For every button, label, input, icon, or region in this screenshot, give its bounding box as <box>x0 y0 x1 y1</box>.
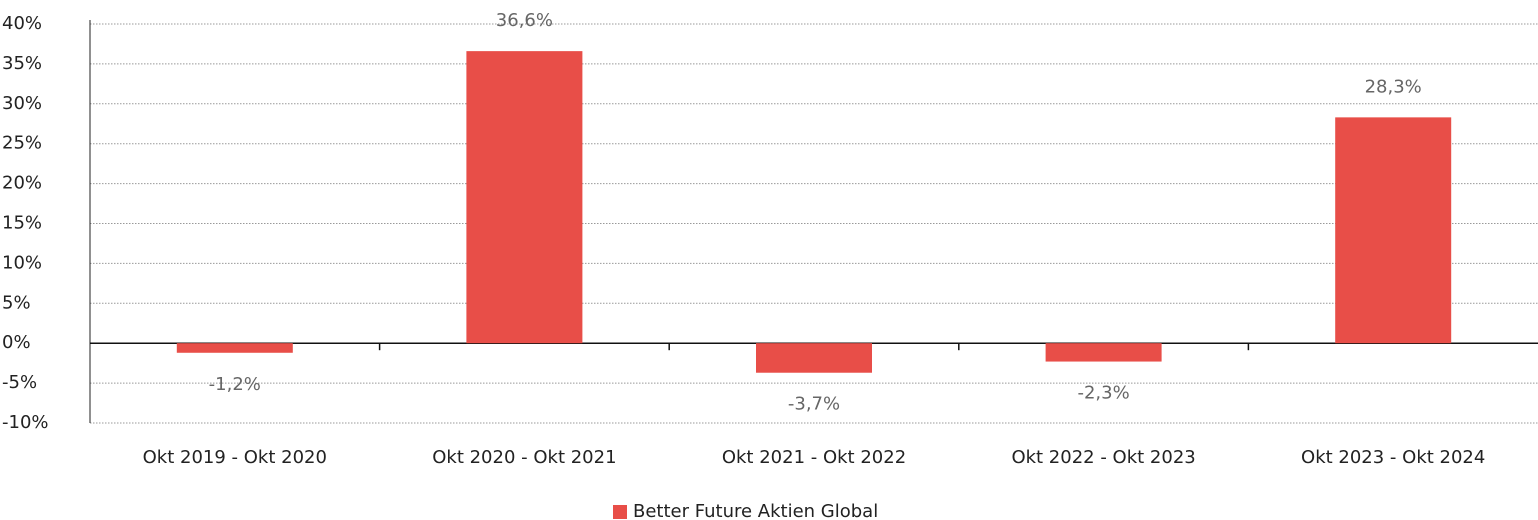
x-tick-label: Okt 2020 - Okt 2021 <box>432 447 616 468</box>
y-tick-label: 30% <box>2 93 42 114</box>
y-tick-label: 5% <box>2 292 31 313</box>
legend-label: Better Future Aktien Global <box>633 501 878 520</box>
y-tick-label: -5% <box>2 372 37 393</box>
bar <box>756 343 872 373</box>
data-label: 28,3% <box>1365 76 1422 97</box>
bar <box>176 343 293 353</box>
y-tick-label: 20% <box>2 173 42 194</box>
y-tick-label: 40% <box>2 13 42 34</box>
data-label: -2,3% <box>1077 383 1129 404</box>
bar <box>466 51 583 344</box>
y-tick-label: 0% <box>2 332 31 353</box>
y-tick-label: 10% <box>2 252 42 273</box>
data-label: -3,7% <box>788 394 840 415</box>
y-tick-label: 35% <box>2 53 42 74</box>
data-label: -1,2% <box>209 374 261 395</box>
x-tick-label: Okt 2023 - Okt 2024 <box>1301 447 1485 468</box>
data-label: 36,6% <box>496 10 553 31</box>
y-tick-label: -10% <box>2 412 49 433</box>
x-tick-label: Okt 2022 - Okt 2023 <box>1011 447 1195 468</box>
bar <box>1045 343 1162 362</box>
x-tick-label: Okt 2019 - Okt 2020 <box>143 447 327 468</box>
bar <box>1335 117 1452 344</box>
y-tick-label: 15% <box>2 213 42 234</box>
x-tick-label: Okt 2021 - Okt 2022 <box>722 447 906 468</box>
y-tick-label: 25% <box>2 133 42 154</box>
legend-swatch <box>613 505 627 519</box>
